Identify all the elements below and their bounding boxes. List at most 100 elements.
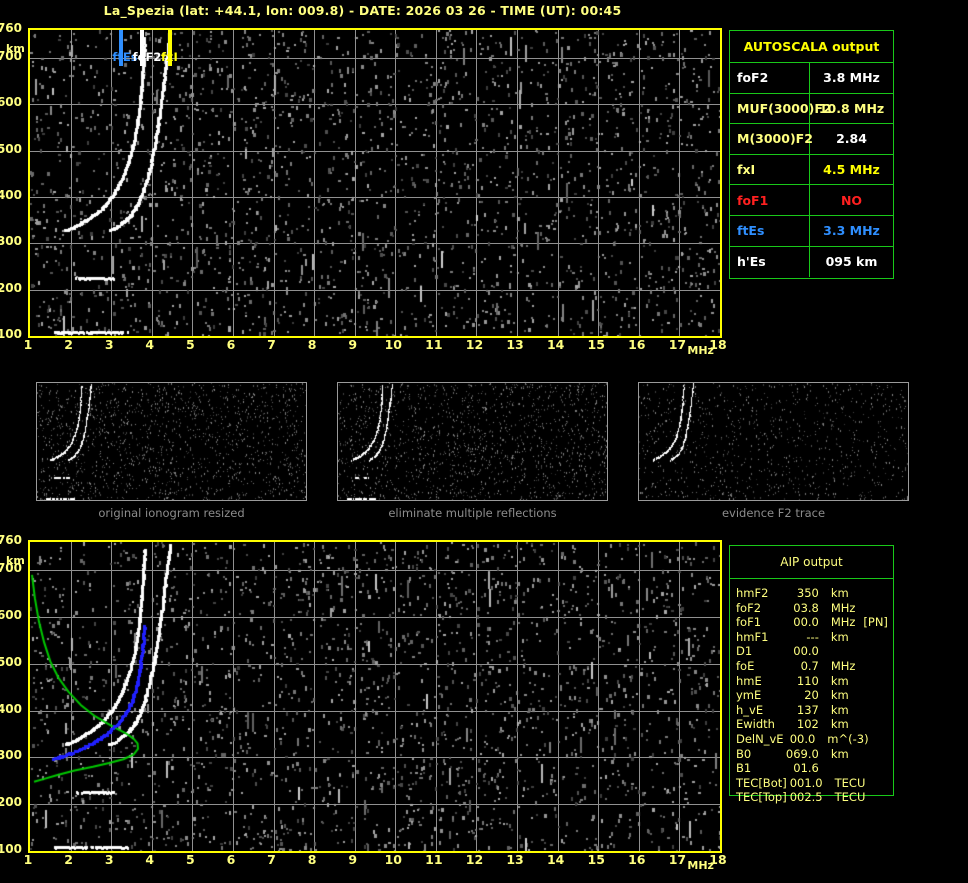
aip-value-delnve: 00.0 (789, 731, 816, 746)
autoscala-row: MUF(3000)F2 10.8 MHz (730, 93, 893, 125)
x-axis-tick-6: 6 (226, 337, 236, 352)
y-axis-tick-760: 760 (0, 533, 22, 547)
autoscala-value-m3000f2: 2.84 (836, 131, 867, 147)
bottom-plot-area[interactable] (28, 540, 722, 853)
thumbnail-evidence-f2-trace[interactable] (638, 382, 909, 501)
aip-extra-hve (863, 703, 893, 718)
thumbnail-caption-1: eliminate multiple reflections (388, 506, 557, 520)
x-axis-tick-7: 7 (267, 852, 276, 867)
aip-unit-tectop: TECU (834, 790, 866, 805)
thumbnail-canvas (37, 383, 306, 500)
marker-line-foF2 (139, 30, 144, 66)
aip-row: D1 00.0 (736, 644, 893, 659)
main-plot-area[interactable] (28, 28, 722, 338)
autoscala-value-muf3000f2: 10.8 MHz (818, 100, 885, 116)
x-axis-tick-6: 6 (226, 852, 236, 867)
ionogram-trace-layer (30, 542, 720, 851)
aip-extra-b1 (863, 761, 893, 776)
aip-label-fof1: foF1 (736, 615, 762, 630)
x-axis-tick-11: 11 (425, 852, 443, 867)
aip-unit-hmf1: km (830, 629, 849, 644)
aip-label-foe: foE (736, 658, 755, 673)
autoscala-label-fof1: foF1 (730, 185, 810, 215)
aip-panel-title-bar: AIP output (730, 546, 893, 579)
x-axis-tick-17: 17 (668, 852, 687, 867)
aip-value-foe: 0.7 (800, 658, 819, 673)
autoscala-rows: foF2 3.8 MHz MUF(3000)F2 10.8 MHz M(3000)F2 2… (730, 63, 893, 278)
aip-label-hme: hmE (736, 673, 762, 688)
autoscala-row: foF1 NO (730, 185, 893, 216)
aip-row: ymE 20 km (736, 688, 893, 703)
ionogram-trace-layer (30, 30, 720, 336)
autoscala-value-hes: 095 km (825, 254, 878, 270)
aip-value-d1: 00.0 (793, 644, 819, 659)
aip-unit-delnve: m^(-3) (827, 731, 869, 746)
aip-extra-hmf1 (863, 630, 893, 645)
x-axis-tick-16: 16 (628, 337, 646, 352)
aip-label-fof2: foF2 (736, 600, 762, 615)
aip-row: TEC[Bot] 001.0 TECU (736, 776, 893, 791)
autoscala-value-ftes: 3.3 MHz (823, 223, 880, 239)
autoscala-panel-title-bar: AUTOSCALA output (730, 31, 893, 63)
y-axis-tick-300: 300 (0, 234, 22, 249)
aip-unit-hve: km (830, 702, 849, 717)
marker-line-fxI (168, 30, 173, 66)
aip-unit-b1 (819, 761, 864, 776)
autoscala-value-fxi: 4.5 MHz (823, 162, 880, 178)
x-axis-tick-1: 1 (23, 337, 33, 352)
aip-profile-plot: 760 700 600 500 400 300 200 100 km 1 2 3 4 5 6 7 8 9 10 11 1… (0, 533, 727, 875)
thumbnail-eliminate-multiple-reflections[interactable] (337, 382, 608, 501)
autoscala-label-m3000f2: M(3000)F2 (730, 124, 813, 154)
aip-extra-fof1: [PN] (863, 615, 888, 630)
aip-unit-d1 (819, 644, 864, 659)
thumbnail-canvas (639, 383, 908, 500)
aip-row: foF2 03.8 MHz (736, 601, 893, 616)
aip-value-tecbot: 001.0 (789, 775, 823, 790)
y-axis-tick-700: 700 (0, 48, 22, 63)
aip-value-hmf1: --- (806, 629, 819, 644)
aip-extra-hme (863, 674, 893, 689)
aip-row: DelN_vE 00.0 m^(-3) (736, 732, 893, 747)
aip-label-hmf2: hmF2 (736, 586, 769, 600)
aip-label-delnve: DelN_vE (736, 731, 784, 746)
autoscala-label-hes: h'Es (730, 246, 810, 278)
x-axis-tick-16: 16 (628, 852, 646, 867)
x-axis-tick-10: 10 (384, 852, 402, 867)
x-axis-tick-9: 9 (348, 852, 358, 867)
aip-unit-ewidth: km (830, 717, 849, 732)
x-axis-tick-5: 5 (185, 337, 195, 352)
x-axis-tick-1: 1 (23, 852, 33, 867)
thumbnail-original-ionogram[interactable] (36, 382, 307, 501)
aip-value-fof1: 00.0 (793, 615, 819, 630)
aip-extra-delnve (869, 732, 893, 747)
autoscala-value-fof1: NO (840, 192, 863, 208)
autoscala-row: h'Es 095 km (730, 246, 893, 278)
aip-extra-hmf2 (863, 586, 893, 601)
aip-label-b1: B1 (736, 761, 752, 776)
x-axis-unit-label: MHz (687, 344, 714, 357)
aip-unit-foe: MHz (830, 658, 856, 673)
autoscala-row: ftEs 3.3 MHz (730, 215, 893, 247)
x-axis-tick-14: 14 (546, 337, 565, 352)
x-axis-tick-4: 4 (145, 337, 155, 352)
x-axis-tick-13: 13 (506, 852, 524, 867)
aip-unit-fof2: MHz (830, 600, 856, 615)
aip-unit-b0: km (830, 746, 849, 761)
y-axis-tick-700: 700 (0, 561, 22, 576)
x-axis-tick-3: 3 (104, 852, 114, 867)
aip-unit-fof1: MHz (830, 615, 856, 630)
y-axis-tick-500: 500 (0, 141, 22, 156)
aip-rows: hmF2 350 km foF2 03.8 MHz foF1 00.0 MHz [PN] hmF1 -… (730, 579, 893, 805)
x-axis-tick-2: 2 (64, 852, 73, 867)
aip-extra-ewidth (863, 717, 893, 732)
y-axis-tick-600: 600 (0, 607, 22, 622)
aip-value-hve: 137 (796, 702, 819, 717)
aip-extra-tectop (865, 790, 893, 805)
aip-label-b0: B0 (736, 746, 752, 761)
x-axis-tick-15: 15 (587, 852, 605, 867)
autoscala-title: AUTOSCALA output (743, 39, 880, 54)
y-axis-tick-600: 600 (0, 95, 22, 110)
aip-row: Ewidth 102 km (736, 717, 893, 732)
x-axis-tick-5: 5 (185, 852, 195, 867)
aip-value-yme: 20 (804, 688, 819, 703)
